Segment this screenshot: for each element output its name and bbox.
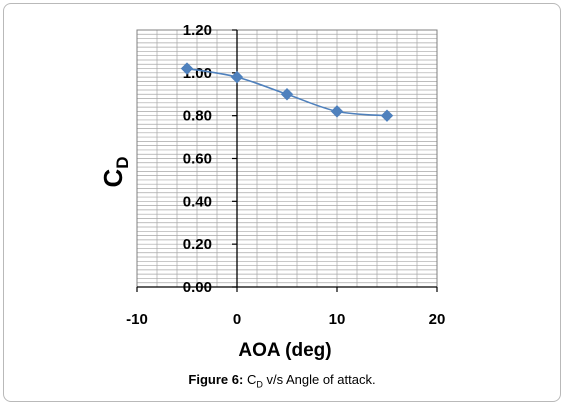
series-markers [180,62,394,122]
x-tick-label: -10 [126,311,148,328]
x-tick-label: 0 [233,311,241,328]
data-point-marker [230,70,244,84]
figure-frame [3,3,561,402]
y-tick-label: 0.20 [183,236,212,253]
figure-caption-rest: v/s Angle of attack. [262,372,376,387]
data-point-marker [330,105,344,118]
y-axis-label: CD [98,156,132,187]
x-tick-label: 10 [329,311,346,328]
data-point-marker [280,88,294,101]
y-axis-label-main: C [98,169,128,188]
grid-lines [137,30,437,287]
y-tick-label: 0.80 [183,108,212,125]
x-tick-labels: -10 0 10 20 [126,311,445,328]
figure-caption-sub: D [256,379,263,390]
y-tick-label: 0.00 [183,279,212,296]
data-point-marker [180,62,194,75]
x-tick-label: 20 [429,311,446,328]
y-tick-label: 0.40 [183,193,212,210]
figure-caption-c: C [246,372,257,387]
x-axis-label: AOA (deg) [238,340,331,361]
y-tick-label: 0.60 [183,151,212,168]
data-point-marker [380,109,394,122]
y-tick-label: 1.20 [183,22,212,39]
y-axis-label-sub: D [113,156,132,168]
figure-caption: Figure 6: CD v/s Angle of attack. [0,372,564,390]
figure-caption-label: Figure 6: [188,372,244,387]
